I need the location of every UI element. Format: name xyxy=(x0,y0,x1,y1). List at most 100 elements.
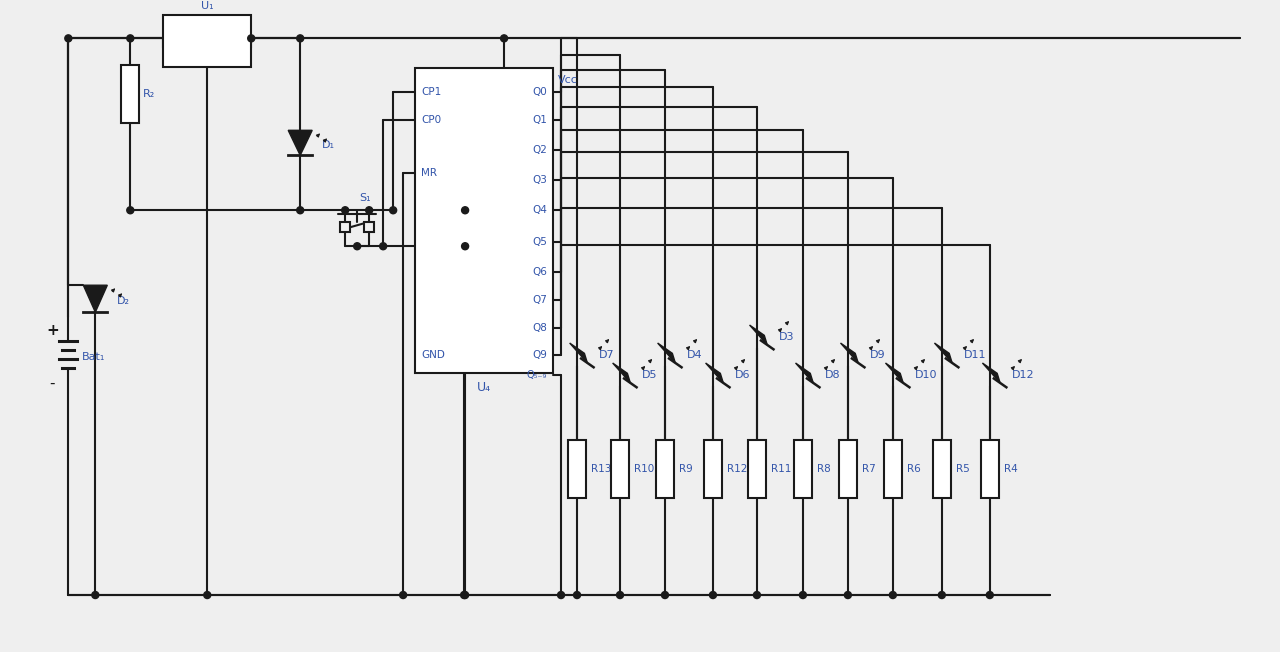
Text: Q9: Q9 xyxy=(532,350,547,360)
Text: D4: D4 xyxy=(687,350,703,360)
Circle shape xyxy=(558,591,564,599)
Text: R9: R9 xyxy=(678,464,692,474)
Text: D₁: D₁ xyxy=(323,140,335,151)
Text: U₁: U₁ xyxy=(201,1,214,11)
Text: 7805: 7805 xyxy=(188,25,227,39)
Circle shape xyxy=(380,243,387,250)
Bar xyxy=(365,222,374,232)
Circle shape xyxy=(617,591,623,599)
Circle shape xyxy=(462,243,468,250)
Polygon shape xyxy=(934,343,952,363)
Circle shape xyxy=(709,591,717,599)
Circle shape xyxy=(399,591,407,599)
Circle shape xyxy=(500,35,508,42)
Circle shape xyxy=(461,591,467,599)
Circle shape xyxy=(890,591,896,599)
Text: Q7: Q7 xyxy=(532,295,547,305)
Polygon shape xyxy=(886,363,904,383)
Text: Q0: Q0 xyxy=(532,87,547,97)
Polygon shape xyxy=(570,343,588,363)
Text: D₂: D₂ xyxy=(118,296,131,306)
Bar xyxy=(456,251,474,316)
Text: Vcc: Vcc xyxy=(558,76,579,85)
Circle shape xyxy=(754,591,760,599)
Bar xyxy=(340,222,351,232)
Circle shape xyxy=(92,591,99,599)
Polygon shape xyxy=(796,363,813,383)
Text: CP0: CP0 xyxy=(421,115,442,125)
Bar xyxy=(655,440,675,498)
Text: R7: R7 xyxy=(861,464,876,474)
Circle shape xyxy=(462,207,468,214)
Bar xyxy=(980,440,998,498)
Bar xyxy=(794,440,812,498)
Text: IN: IN xyxy=(177,43,187,53)
Polygon shape xyxy=(658,343,676,363)
Bar xyxy=(884,440,902,498)
Text: OUT: OUT xyxy=(216,43,237,53)
Polygon shape xyxy=(288,130,312,155)
Circle shape xyxy=(845,591,851,599)
Text: Q4: Q4 xyxy=(532,205,547,215)
Text: R13: R13 xyxy=(591,464,612,474)
Text: Q8: Q8 xyxy=(532,323,547,333)
Polygon shape xyxy=(83,285,108,312)
Text: CP1: CP1 xyxy=(421,87,442,97)
Text: D5: D5 xyxy=(643,370,658,380)
Polygon shape xyxy=(613,363,630,383)
Text: -: - xyxy=(50,376,55,391)
Text: GND: GND xyxy=(421,350,445,360)
Polygon shape xyxy=(841,343,858,363)
Text: D3: D3 xyxy=(780,332,795,342)
Text: R4: R4 xyxy=(1004,464,1018,474)
Text: D7: D7 xyxy=(599,350,614,360)
Circle shape xyxy=(65,35,72,42)
Text: R6: R6 xyxy=(906,464,920,474)
Circle shape xyxy=(204,591,211,599)
Circle shape xyxy=(366,207,372,214)
Circle shape xyxy=(662,591,668,599)
Text: S₁: S₁ xyxy=(360,193,371,203)
Circle shape xyxy=(353,243,361,250)
Bar xyxy=(838,440,856,498)
Text: Q6: Q6 xyxy=(532,267,547,277)
Bar xyxy=(415,68,553,373)
Text: D10: D10 xyxy=(915,370,937,380)
Circle shape xyxy=(127,207,134,214)
Circle shape xyxy=(127,35,134,42)
Text: Q2: Q2 xyxy=(532,145,547,155)
Text: Q1: Q1 xyxy=(532,115,547,125)
Circle shape xyxy=(248,35,255,42)
Text: Q₅₋₉: Q₅₋₉ xyxy=(526,370,547,380)
Bar xyxy=(704,440,722,498)
Circle shape xyxy=(297,207,303,214)
Text: +: + xyxy=(46,323,59,338)
Text: D11: D11 xyxy=(964,350,987,360)
Circle shape xyxy=(800,591,806,599)
Text: D12: D12 xyxy=(1011,370,1034,380)
Circle shape xyxy=(462,591,468,599)
Polygon shape xyxy=(983,363,1000,383)
Circle shape xyxy=(573,591,581,599)
Bar xyxy=(933,440,951,498)
Polygon shape xyxy=(750,325,767,345)
Text: Q5: Q5 xyxy=(532,237,547,247)
Text: D8: D8 xyxy=(824,370,841,380)
Text: GND: GND xyxy=(196,56,219,67)
Text: R12: R12 xyxy=(727,464,748,474)
Circle shape xyxy=(389,207,397,214)
Text: Bat₁: Bat₁ xyxy=(82,352,106,362)
Text: U₄: U₄ xyxy=(477,381,492,394)
Text: D6: D6 xyxy=(735,370,750,380)
Circle shape xyxy=(297,35,303,42)
Circle shape xyxy=(987,591,993,599)
Text: D9: D9 xyxy=(870,350,886,360)
Text: Q3: Q3 xyxy=(532,175,547,185)
Bar xyxy=(122,65,140,123)
Text: R10: R10 xyxy=(634,464,654,474)
Text: R₁: R₁ xyxy=(479,278,492,288)
Text: R11: R11 xyxy=(771,464,791,474)
Text: MR: MR xyxy=(421,168,438,178)
Text: R8: R8 xyxy=(817,464,831,474)
Polygon shape xyxy=(705,363,723,383)
